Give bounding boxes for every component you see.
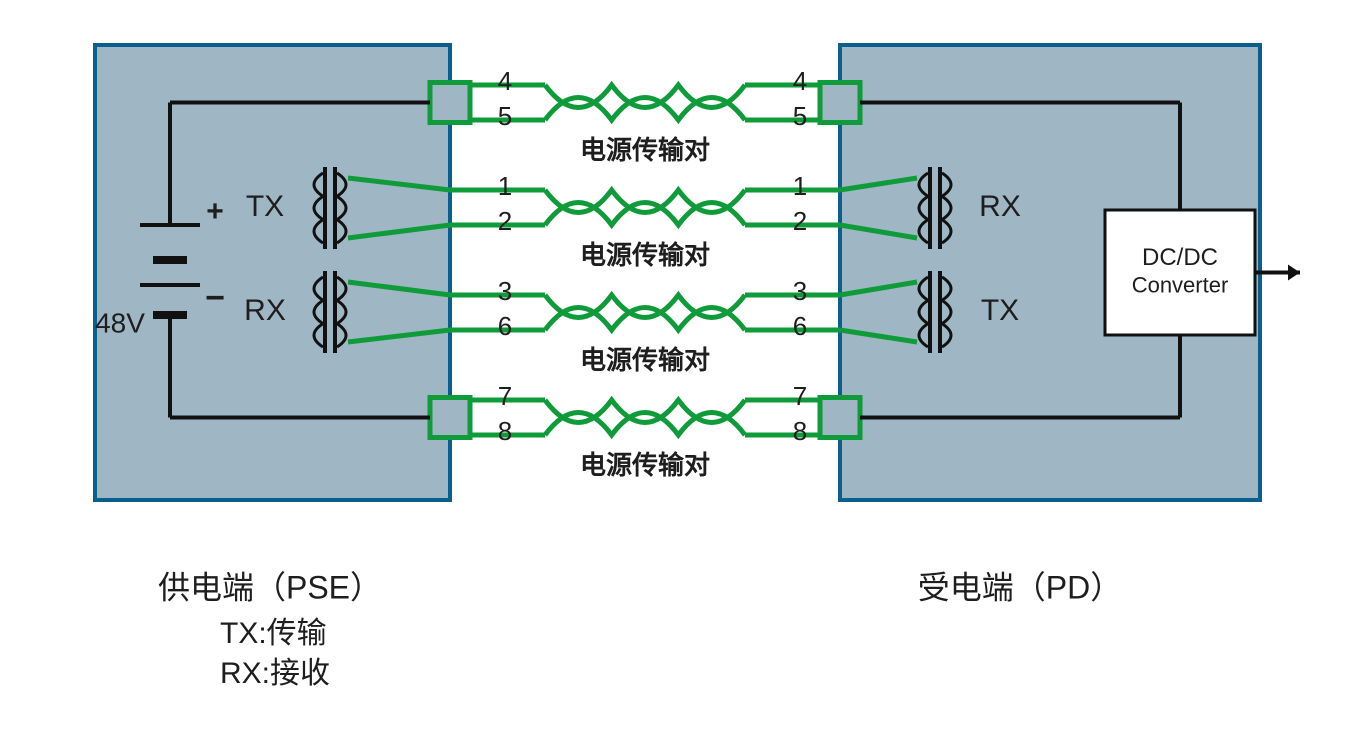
pin-number: 5 — [498, 101, 512, 131]
pse-box — [95, 45, 450, 500]
dcdc-label: DC/DC — [1142, 244, 1218, 271]
arrow-head — [1288, 265, 1300, 281]
battery-voltage: 48V — [95, 307, 145, 338]
pin-number: 6 — [498, 311, 512, 341]
pin-number: 2 — [498, 206, 512, 236]
pin-number: 7 — [498, 381, 512, 411]
pin-number: 2 — [793, 206, 807, 236]
pair-label: 电源传输对 — [580, 345, 710, 375]
pair-label: 电源传输对 — [580, 240, 710, 270]
caption-pse: 供电端（PSE） — [158, 569, 382, 605]
battery-plus: + — [206, 195, 224, 228]
tx-label: TX — [246, 190, 284, 223]
port-block — [430, 83, 470, 123]
battery-minus: − — [205, 279, 225, 317]
pin-number: 8 — [793, 416, 807, 446]
dcdc-label: Converter — [1132, 272, 1229, 297]
caption-tx: TX:传输 — [220, 617, 327, 650]
poe-diagram: 4 5 4 5 电源传输对 1 2 1 2 电源传输对 3 6 3 6 电源传输对 7 8 7 8 电源传输对 TX RX… — [0, 0, 1349, 729]
caption-rx: RX:接收 — [220, 657, 330, 690]
port-block — [430, 398, 470, 438]
pin-number: 6 — [793, 311, 807, 341]
pair-label: 电源传输对 — [580, 135, 710, 165]
rx-label: RX — [979, 190, 1021, 223]
pin-number: 4 — [498, 66, 512, 96]
pin-number: 3 — [793, 276, 807, 306]
pin-number: 5 — [793, 101, 807, 131]
rx-label: RX — [244, 294, 286, 327]
port-block — [820, 398, 860, 438]
pin-number: 8 — [498, 416, 512, 446]
pin-number: 1 — [498, 171, 512, 201]
pair-label: 电源传输对 — [580, 450, 710, 480]
port-block — [820, 83, 860, 123]
tx-label: TX — [981, 294, 1019, 327]
caption-pd: 受电端（PD） — [918, 569, 1122, 605]
pin-number: 4 — [793, 66, 807, 96]
pin-number: 1 — [793, 171, 807, 201]
pin-number: 7 — [793, 381, 807, 411]
pin-number: 3 — [498, 276, 512, 306]
